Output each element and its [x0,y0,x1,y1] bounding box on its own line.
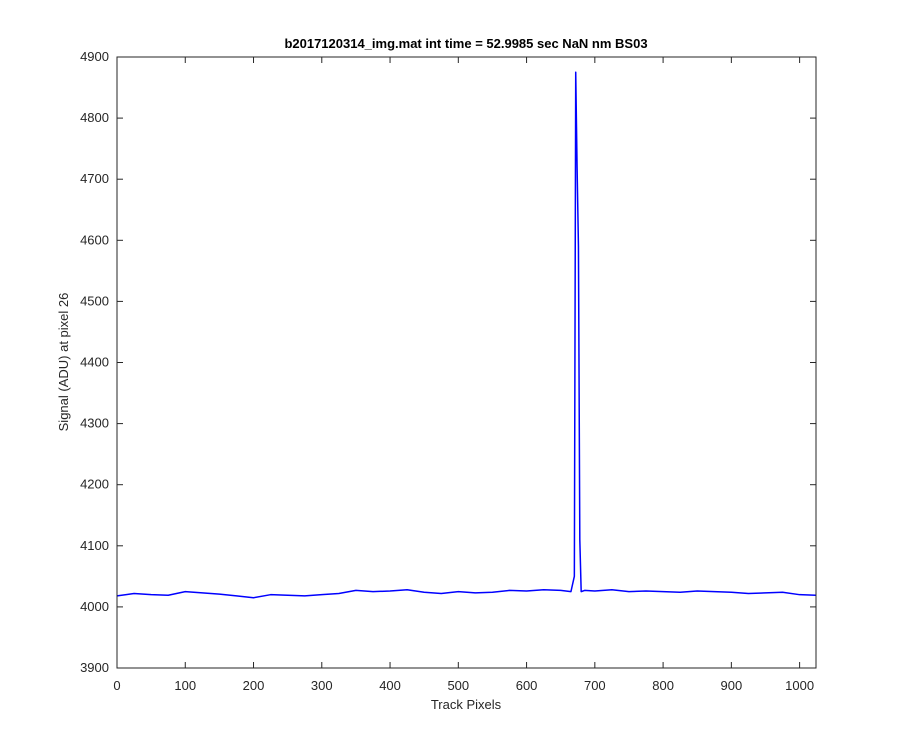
series-layer [116,71,817,599]
y-tick-label: 4400 [80,355,109,370]
y-tick-label: 3900 [80,660,109,675]
y-tick-label: 4700 [80,171,109,186]
y-tick-label: 4100 [80,538,109,553]
x-axis-label: Track Pixels [431,697,502,712]
y-axis-label: Signal (ADU) at pixel 26 [56,293,71,432]
x-tick-label: 700 [584,678,606,693]
y-axis-ticks: 3900 4000 4100 4200 4300 4400 4500 4600 4700 4800… [80,49,816,675]
x-tick-label: 200 [243,678,265,693]
x-tick-label: 500 [447,678,469,693]
chart-title: b2017120314_img.mat int time = 52.9985 s… [284,36,647,51]
y-tick-label: 4800 [80,110,109,125]
x-tick-label: 600 [516,678,538,693]
x-axis-ticks: 0 100 200 300 400 500 600 700 800 900 1000 [113,57,814,693]
y-tick-label: 4200 [80,477,109,492]
x-tick-label: 400 [379,678,401,693]
y-tick-label: 4300 [80,416,109,431]
plot-area [117,57,816,668]
x-tick-label: 300 [311,678,333,693]
series-line [116,71,817,599]
y-tick-label: 4900 [80,49,109,64]
x-tick-label: 0 [113,678,120,693]
y-tick-label: 4600 [80,232,109,247]
x-tick-label: 800 [652,678,674,693]
x-tick-label: 1000 [785,678,814,693]
y-tick-label: 4000 [80,599,109,614]
y-tick-label: 4500 [80,293,109,308]
x-tick-label: 900 [721,678,743,693]
x-tick-label: 100 [174,678,196,693]
